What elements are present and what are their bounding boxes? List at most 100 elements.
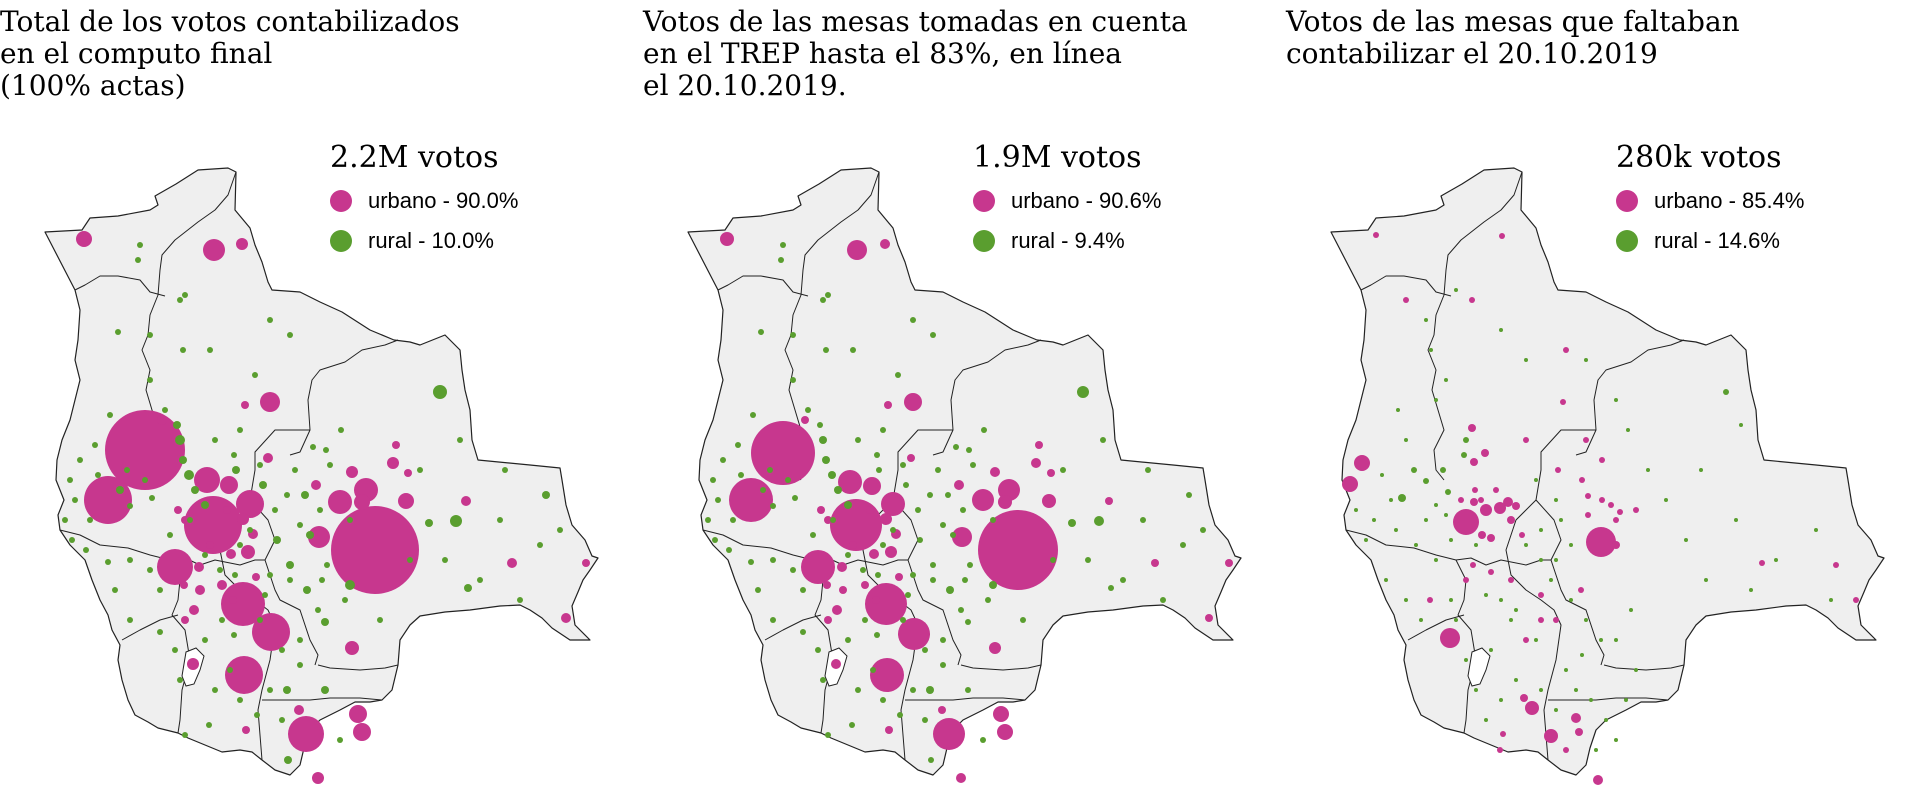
rural-vote-bubble (182, 292, 188, 298)
rural-vote-bubble (738, 472, 744, 478)
rural-vote-bubble (267, 317, 273, 323)
urban-vote-bubble (353, 723, 371, 741)
urban-vote-bubble (349, 705, 367, 723)
urban-vote-bubble (801, 416, 809, 424)
urban-vote-bubble (729, 478, 773, 522)
urban-vote-bubble (978, 510, 1058, 590)
rural-vote-bubble (1569, 598, 1573, 602)
rural-vote-bubble (237, 427, 243, 433)
rural-vote-bubble (1514, 678, 1518, 682)
rural-vote-bubble (175, 435, 185, 445)
rural-vote-bubble (1414, 543, 1418, 547)
rural-vote-bubble (1739, 423, 1743, 427)
urban-vote-bubble (1478, 531, 1486, 539)
rural-vote-bubble (297, 637, 303, 643)
urban-vote-bubble (308, 526, 330, 548)
rural-vote-bubble (880, 542, 886, 548)
rural-vote-bubble (1424, 318, 1428, 322)
rural-vote-bubble (897, 712, 903, 718)
legend-total-votes: 280k votos (1616, 140, 1782, 175)
rural-vote-bubble (327, 462, 333, 468)
rural-vote-bubble (219, 617, 225, 623)
rural-vote-bubble (1411, 467, 1417, 473)
rural-vote-bubble (1094, 516, 1104, 526)
urban-vote-bubble (1354, 455, 1370, 471)
rural-vote-bubble (1404, 598, 1408, 602)
rural-vote-bubble (284, 756, 292, 764)
rural-dot-icon (1616, 230, 1638, 252)
urban-vote-bubble (1538, 592, 1544, 598)
urban-vote-bubble (1469, 297, 1475, 303)
rural-vote-bubble (1484, 593, 1488, 597)
rural-vote-bubble (172, 647, 178, 653)
urban-vote-bubble (1205, 614, 1213, 622)
rural-vote-bubble (287, 332, 293, 338)
rural-vote-bubble (345, 580, 355, 590)
legend-item-rural: rural - 14.6% (1616, 228, 1780, 254)
urban-vote-bubble (952, 527, 972, 547)
urban-vote-bubble (1105, 497, 1113, 505)
rural-vote-bubble (297, 662, 303, 668)
rural-vote-bubble (767, 467, 773, 473)
rural-vote-bubble (1440, 467, 1446, 473)
legend-total-votes: 2.2M votos (330, 140, 499, 175)
rural-vote-bubble (127, 503, 133, 509)
rural-vote-bubble (377, 617, 383, 623)
department-border (932, 339, 1042, 456)
rural-vote-bubble (1539, 688, 1543, 692)
rural-vote-bubble (815, 647, 821, 653)
department-border (169, 559, 191, 734)
rural-vote-bubble (930, 577, 936, 583)
urban-vote-bubble (831, 659, 841, 669)
urban-vote-bubble (1507, 516, 1515, 524)
urban-vote-bubble (252, 573, 260, 581)
urban-vote-bubble (1583, 437, 1589, 443)
urban-vote-bubble (1488, 569, 1494, 575)
urban-vote-bubble (998, 495, 1012, 509)
rural-vote-bubble (946, 586, 954, 594)
rural-vote-bubble (900, 617, 906, 623)
rural-vote-bubble (315, 607, 321, 613)
rural-vote-bubble (147, 332, 153, 338)
rural-vote-bubble (433, 385, 447, 399)
map-panel-total: Total de los votos contabilizados en el … (0, 0, 636, 796)
legend-item-urbano: urbano - 85.4% (1616, 188, 1804, 214)
rural-vote-bubble (825, 732, 831, 738)
urban-vote-bubble (1586, 527, 1616, 557)
urban-vote-bubble (294, 705, 304, 715)
rural-vote-bubble (442, 557, 448, 563)
rural-vote-bubble (720, 457, 726, 463)
rural-vote-bubble (930, 332, 936, 338)
rural-vote-bubble (425, 519, 433, 527)
rural-vote-bubble (212, 687, 218, 693)
urban-vote-bubble (885, 546, 897, 558)
rural-vote-bubble (1461, 452, 1467, 458)
rural-vote-bubble (844, 501, 852, 509)
rural-vote-bubble (267, 572, 273, 578)
rural-vote-bubble (1050, 557, 1056, 563)
rural-vote-bubble (127, 617, 133, 623)
rural-vote-bubble (945, 492, 951, 498)
rural-vote-bubble (1394, 528, 1398, 532)
rural-vote-bubble (497, 517, 503, 523)
rural-vote-bubble (227, 667, 233, 673)
department-border (1427, 171, 1523, 481)
urban-vote-bubble (1440, 628, 1460, 648)
rural-vote-bubble (790, 332, 796, 338)
urban-vote-bubble (1560, 399, 1566, 405)
urban-vote-bubble (311, 480, 321, 490)
urban-vote-bubble (838, 470, 862, 494)
urban-vote-bubble (1599, 497, 1605, 503)
legend-total-votes: 1.9M votos (973, 140, 1142, 175)
urban-vote-bubble (181, 516, 189, 524)
urban-vote-bubble (751, 421, 815, 485)
urban-vote-bubble (1833, 562, 1839, 568)
country-outline (1330, 167, 1885, 776)
urban-vote-bubble (1538, 617, 1544, 623)
rural-vote-bubble (1514, 608, 1518, 612)
urban-vote-bubble (1563, 747, 1569, 753)
rural-vote-bubble (790, 567, 796, 573)
rural-vote-bubble (301, 491, 309, 499)
urbano-dot-icon (1616, 190, 1638, 212)
urban-vote-bubble (223, 506, 231, 514)
